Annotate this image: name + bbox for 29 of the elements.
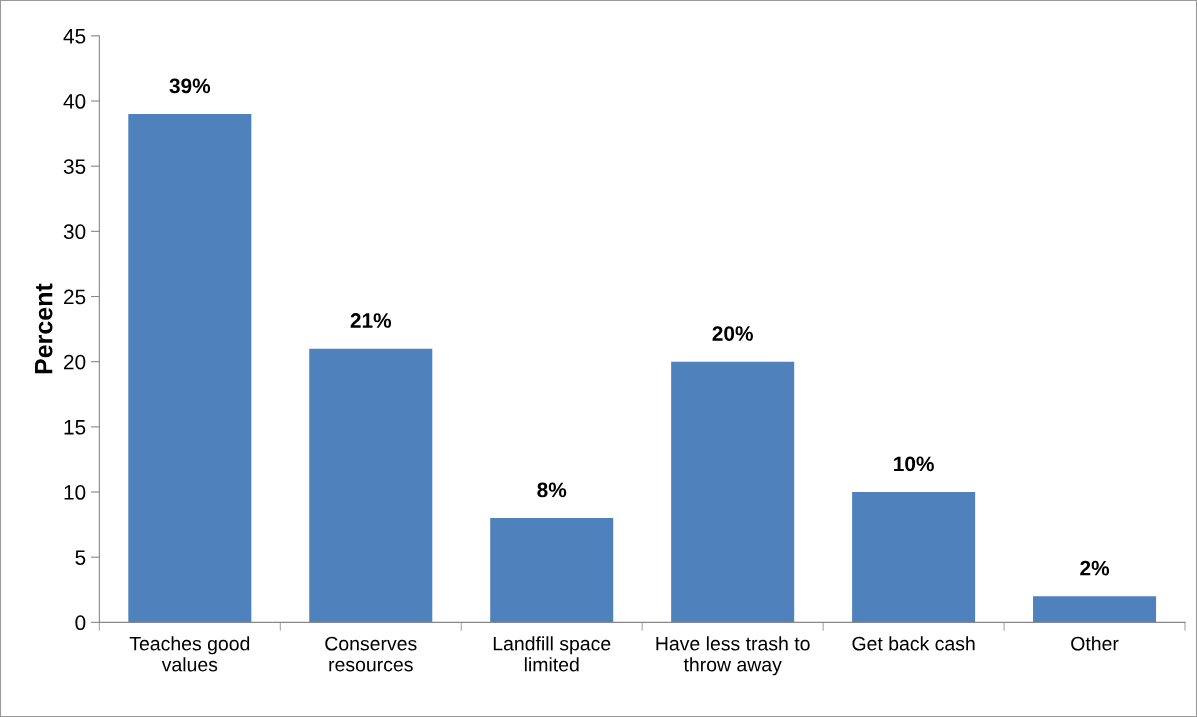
- x-tick-label: Get back cash: [852, 636, 975, 651]
- y-tick-label: 40: [63, 94, 86, 109]
- bar: [671, 361, 795, 623]
- y-tick-label: 25: [64, 289, 86, 305]
- y-tick-label: 30: [63, 224, 86, 240]
- bar: [128, 114, 252, 623]
- y-tick-label: 45: [63, 29, 86, 44]
- data-label: 10%: [894, 456, 934, 472]
- y-tick-label: 15: [64, 420, 86, 435]
- y-tick-label: 35: [63, 159, 86, 174]
- bar: [490, 518, 614, 623]
- data-label: 8%: [537, 482, 567, 498]
- data-label: 2%: [1080, 560, 1110, 576]
- x-tick-label: Landfill space limited: [493, 636, 611, 672]
- y-tick-label: 5: [75, 550, 86, 565]
- data-label: 20%: [712, 326, 753, 341]
- x-tick-label: Conserves resources: [325, 636, 417, 672]
- x-tick-label: Other: [1071, 636, 1119, 651]
- bar: [852, 492, 976, 623]
- x-tick-label: Teaches good values: [129, 636, 250, 672]
- data-label: 39%: [169, 78, 211, 94]
- bar: [1033, 596, 1157, 623]
- data-label: 21%: [350, 313, 392, 328]
- y-tick-label: 20: [64, 354, 86, 370]
- x-tick-label: Have less trash to throw away: [656, 636, 810, 676]
- y-tick-label: 0: [75, 615, 86, 631]
- y-axis-title: Percent: [35, 283, 53, 374]
- bar: [309, 348, 433, 623]
- y-tick-label: 10: [64, 485, 86, 500]
